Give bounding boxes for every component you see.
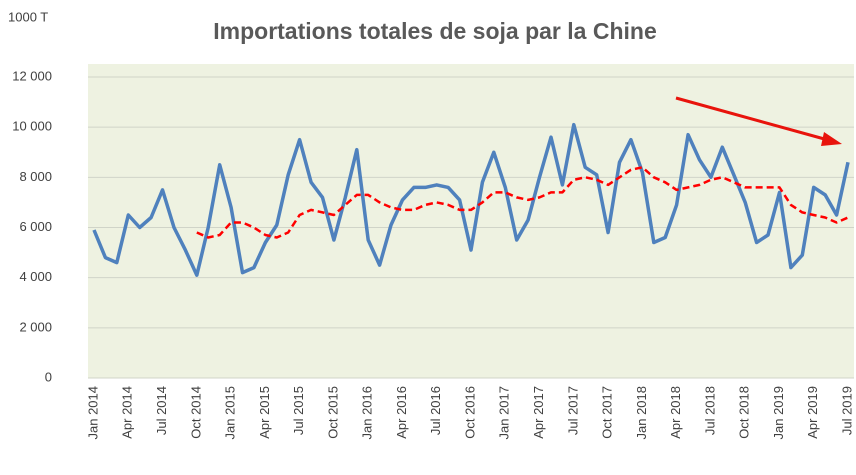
arrow-head <box>821 132 842 146</box>
chart-title: Importations totales de soja par la Chin… <box>213 18 656 44</box>
y-tick-label: 6 000 <box>19 219 52 234</box>
x-tick-label: Jul 2016 <box>428 386 443 435</box>
x-tick-label: Jan 2017 <box>497 386 512 440</box>
x-tick-label: Apr 2017 <box>531 386 546 439</box>
x-tick-label: Oct 2017 <box>600 386 615 439</box>
plot-area <box>88 64 854 378</box>
series-line <box>196 166 849 239</box>
x-tick-label: Apr 2014 <box>120 386 135 439</box>
x-tick-label: Jul 2017 <box>565 386 580 435</box>
y-tick-label: 0 <box>45 369 52 384</box>
arrow <box>675 96 842 146</box>
x-tick-label: Oct 2015 <box>325 386 340 439</box>
y-tick-label: 10 000 <box>12 119 52 134</box>
x-tick-label: Oct 2014 <box>188 386 203 439</box>
x-tick-label: Apr 2015 <box>257 386 272 439</box>
x-tick-label: Jul 2018 <box>702 386 717 435</box>
x-tick-label: Jan 2016 <box>360 386 375 440</box>
x-tick-label: Apr 2016 <box>394 386 409 439</box>
x-tick-label: Apr 2019 <box>805 386 820 439</box>
y-axis-label: 1000 T <box>8 9 48 24</box>
x-tick-label: Apr 2018 <box>668 386 683 439</box>
x-tick-label: Oct 2016 <box>462 386 477 439</box>
x-tick-label: Jul 2019 <box>839 386 854 435</box>
y-tick-label: 12 000 <box>12 68 52 83</box>
x-tick-label: Oct 2018 <box>737 386 752 439</box>
x-tick-label: Jan 2015 <box>223 386 238 440</box>
arrow-shaft <box>675 96 829 142</box>
x-tick-label: Jan 2019 <box>771 386 786 440</box>
x-tick-label: Jan 2018 <box>634 386 649 440</box>
x-tick-label: Jan 2014 <box>85 386 100 440</box>
y-tick-label: 2 000 <box>19 319 52 334</box>
x-tick-label: Jul 2015 <box>291 386 306 435</box>
x-tick-label: Jul 2014 <box>154 386 169 435</box>
y-tick-label: 8 000 <box>19 169 52 184</box>
y-tick-label: 4 000 <box>19 269 52 284</box>
series-line <box>92 122 850 277</box>
